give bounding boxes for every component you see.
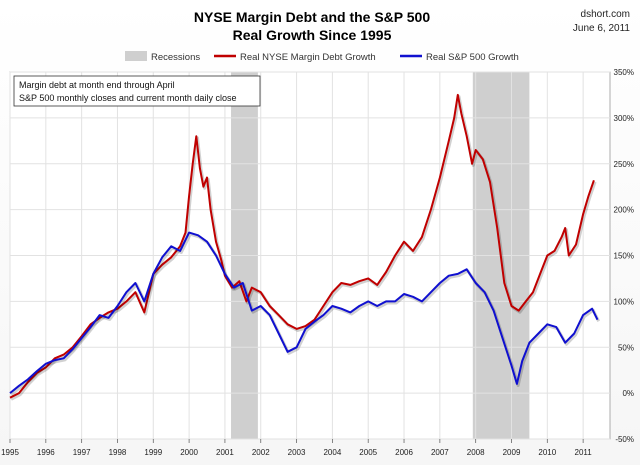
chart-title-line2: Real Growth Since 1995 <box>233 27 392 43</box>
x-tick-label-6: 2001 <box>216 448 234 457</box>
y-tick-label-0: -50% <box>615 435 634 444</box>
annotation-line2: S&P 500 monthly closes and current month… <box>19 93 236 103</box>
y-tick-label-7: 300% <box>614 114 634 123</box>
y-tick-label-5: 200% <box>614 206 634 215</box>
y-tick-label-4: 150% <box>614 252 634 261</box>
chart-title-line1: NYSE Margin Debt and the S&P 500 <box>194 9 430 25</box>
x-tick-label-10: 2005 <box>359 448 377 457</box>
legend-swatch-recessions <box>125 51 147 61</box>
y-tick-label-2: 50% <box>618 343 634 352</box>
x-tick-label-15: 2010 <box>538 448 556 457</box>
plot-area: -50% 0% 50% 100% 150% 200% 250% 300% 350% 1995 199… <box>1 68 634 457</box>
x-tick-label-8: 2003 <box>288 448 306 457</box>
y-tick-label-3: 100% <box>614 297 634 306</box>
series-line-sp500 <box>9 231 599 394</box>
series-line-margin-debt <box>9 93 595 399</box>
legend-label-margin-debt: Real NYSE Margin Debt Growth <box>240 52 376 63</box>
legend-label-recessions: Recessions <box>151 52 200 63</box>
legend-label-sp500: Real S&P 500 Growth <box>426 52 519 63</box>
y-tick-label-1: 0% <box>622 389 634 398</box>
annotation-box: Margin debt at month end through April S… <box>13 75 261 107</box>
x-tick-label-5: 2000 <box>180 448 198 457</box>
x-tick-label-11: 2006 <box>395 448 413 457</box>
x-tick-label-3: 1998 <box>109 448 127 457</box>
x-tick-label-2: 1997 <box>73 448 91 457</box>
x-tick-label-9: 2004 <box>323 448 341 457</box>
source-label: dshort.com <box>581 9 630 20</box>
x-tick-label-14: 2009 <box>503 448 521 457</box>
annotation-line1: Margin debt at month end through April <box>19 80 175 90</box>
x-tick-label-13: 2008 <box>467 448 485 457</box>
y-tick-label-6: 250% <box>614 160 634 169</box>
x-tick-label-1: 1996 <box>37 448 55 457</box>
legend: Recessions Real NYSE Margin Debt Growth … <box>125 51 519 63</box>
date-label: June 6, 2011 <box>573 23 631 34</box>
x-tick-label-16: 2011 <box>575 448 593 457</box>
x-tick-label-7: 2002 <box>252 448 270 457</box>
y-tick-label-8: 350% <box>614 68 634 77</box>
annotation-frame <box>13 75 261 107</box>
x-tick-label-4: 1999 <box>144 448 162 457</box>
x-tick-label-12: 2007 <box>431 448 449 457</box>
x-tick-label-0: 1995 <box>1 448 19 457</box>
